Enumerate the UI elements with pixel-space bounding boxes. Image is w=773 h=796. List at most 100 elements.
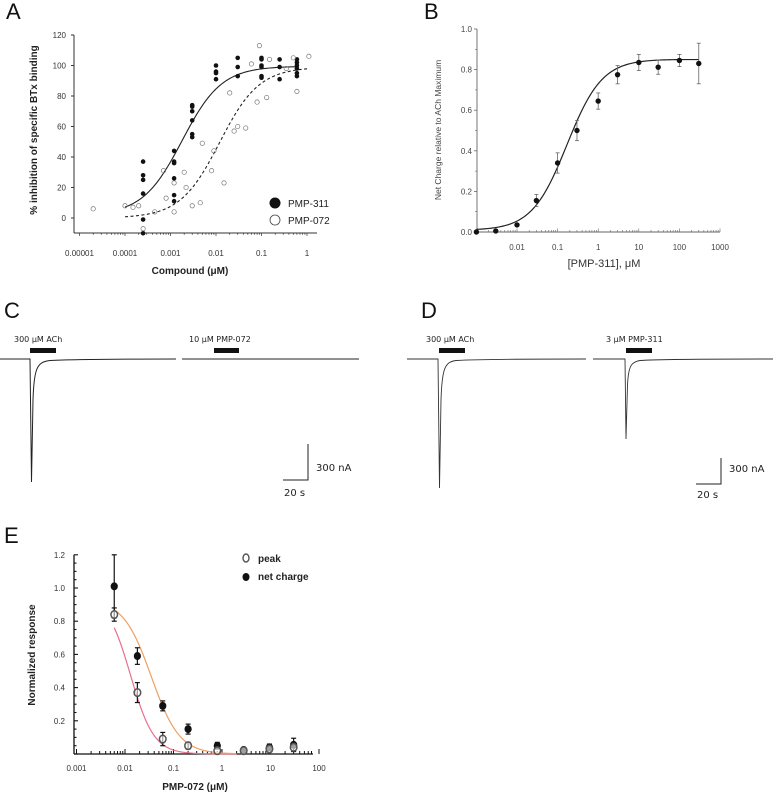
panel-a-point-pmp-311 (171, 176, 177, 181)
panel-a-point-pmp-072 (235, 123, 241, 130)
legend-marker-pmp-311 (269, 197, 281, 209)
panel-e-point-net-charge (159, 701, 167, 710)
panel-a-point-pmp-311 (213, 76, 219, 82)
panel-a-x-tick-label: 0.00001 (65, 249, 94, 258)
panel-letter-d: D (421, 298, 437, 323)
panel-a-y-tick-label: 0 (62, 214, 67, 223)
panel-a-point-pmp-311 (277, 64, 282, 70)
panel-a-point-pmp-072 (197, 200, 203, 206)
panel-e-y-tick-label: 0.6 (54, 650, 66, 659)
panel-b-x-tick-label: 100 (673, 243, 687, 252)
panel-e-point-peak (265, 744, 274, 754)
panel-a-chart: 0 20 40 60 80 100 120 0.00001 0.0001 0.001 0.01 0.1… (29, 31, 330, 277)
panel-c-drug2-label: 10 μM PMP-072 (189, 335, 251, 344)
panel-b-y-tick-label: 1.0 (461, 25, 473, 34)
panel-b-data-points (473, 42, 702, 235)
panel-d-drug1-label: 300 μM ACh (426, 335, 474, 344)
panel-e-point-peak (184, 741, 193, 751)
panel-a-point-pmp-072 (227, 90, 233, 96)
panel-e-axes: 0.2 0.4 0.6 0.8 1.0 1.2 0.001 0.01 0.1 1 10 100 (54, 551, 326, 773)
panel-d-drug2-application-bar (626, 348, 652, 353)
panel-a-point-pmp-072 (283, 66, 289, 72)
panel-b-x-tick-label: 0.01 (509, 243, 525, 252)
panel-e-y-tick-label: 1.0 (54, 584, 66, 593)
panel-a-point-pmp-311 (189, 108, 195, 114)
panel-a-point-pmp-072 (130, 204, 136, 210)
panel-a-point-pmp-311 (140, 177, 146, 183)
panel-b-point (636, 59, 642, 66)
panel-b-y-tick-label: 0.0 (461, 228, 473, 237)
panel-a-point-pmp-311 (259, 64, 264, 70)
panel-a-x-tick-label: 0.01 (208, 249, 224, 258)
panel-b-y-tick-label: 0.4 (461, 147, 473, 156)
panel-a-point-pmp-072 (199, 140, 205, 146)
panel-a-x-axis-label: Compound (μM) (152, 266, 229, 277)
panel-b-y-tick-label: 0.8 (461, 66, 473, 75)
panel-a-x-tick-label: 0.1 (256, 249, 268, 258)
panel-b-x-tick-label: 1 (596, 243, 601, 252)
panel-e-legend: peak net charge (242, 553, 309, 583)
panel-e-y-tick-label: 1.2 (54, 551, 66, 560)
panel-e-point-peak (289, 742, 298, 752)
panel-a-point-pmp-072 (248, 61, 254, 67)
panel-b-y-axis-label: Net Charge relative to ACh Maximum (433, 60, 443, 200)
panel-a-point-pmp-311 (277, 76, 282, 82)
panel-a-point-pmp-311 (213, 63, 219, 68)
panel-a-point-pmp-311 (235, 64, 241, 70)
legend-label-pmp-311: PMP-311 (288, 199, 329, 210)
panel-a-fit-pmp-311 (124, 66, 297, 208)
panel-e-chart: 0.2 0.4 0.6 0.8 1.0 1.2 0.001 0.01 0.1 1 10 100 PMP… (27, 551, 326, 793)
panel-a-y-axis-label: % inhibition of specific BTx binding (29, 45, 40, 214)
panel-e-point-peak (133, 688, 142, 698)
panel-a-point-pmp-072 (243, 125, 249, 131)
panel-b-point (696, 60, 702, 67)
panel-a-point-pmp-072 (264, 94, 270, 101)
panel-a-point-pmp-311 (259, 75, 264, 80)
panel-e-point-net-charge (184, 725, 192, 734)
panel-a-y-tick-label: 120 (53, 31, 67, 40)
panel-e-point-peak (158, 734, 167, 744)
panel-e-point-peak (213, 746, 222, 756)
panel-c-scale-current-label: 300 nA (316, 463, 352, 474)
panel-a-fit-pmp-072 (124, 68, 309, 218)
panel-e-x-tick-label: 1 (220, 764, 225, 773)
panel-b-point (614, 71, 621, 78)
panel-b-y-tick-label: 0.6 (461, 106, 473, 115)
panel-e-x-tick-label: 0.1 (168, 764, 180, 773)
panel-a-point-pmp-311 (294, 66, 300, 71)
panel-b-point (574, 127, 580, 134)
panel-c-drug1-label: 300 μM ACh (14, 335, 62, 344)
panel-b-y-tick-label: 0.2 (461, 187, 473, 196)
panel-a-point-pmp-072 (90, 206, 96, 212)
panel-b-point (595, 98, 601, 104)
panel-a-point-pmp-072 (254, 99, 260, 105)
legend-marker-net-charge (242, 573, 250, 581)
panel-a-point-pmp-311 (277, 57, 282, 62)
panel-e-point-peak (110, 610, 119, 620)
panel-letter-e: E (4, 523, 19, 548)
panel-a-point-pmp-072 (122, 203, 128, 209)
panel-d-ach-trace (407, 358, 587, 489)
panel-b-point (655, 64, 661, 70)
panel-b-axes: 0.0 0.2 0.4 0.6 0.8 1.0 0.01 0.1 1 10 100 1000 (461, 25, 730, 252)
panel-a-point-pmp-311 (171, 192, 177, 198)
panel-d-current-traces: 300 μM ACh 3 μM PMP-311 300 nA 20 s (407, 335, 773, 501)
panel-c-drug2-application-bar (214, 348, 239, 353)
panel-d-scale-bar (696, 458, 722, 485)
panel-e-y-tick-label: 0.2 (54, 717, 66, 726)
panel-a-point-pmp-311 (171, 160, 177, 166)
panel-a-y-tick-label: 80 (57, 92, 66, 101)
panel-a-point-pmp-072 (266, 56, 273, 62)
panel-e-point-net-charge (110, 582, 118, 591)
panel-a-y-tick-label: 40 (57, 153, 66, 162)
legend-label-peak: peak (258, 554, 281, 565)
panel-c-current-traces: 300 μM ACh 10 μM PMP-072 300 nA 20 s (0, 335, 359, 499)
panel-a-point-pmp-072 (306, 53, 312, 59)
panel-e-x-tick-label: 0.01 (117, 764, 133, 773)
panel-a-point-pmp-311 (140, 230, 146, 236)
panel-letter-a: A (6, 0, 21, 24)
panel-a-point-pmp-072 (294, 88, 300, 94)
panel-c-scale-bar (283, 444, 309, 481)
panel-letter-b: B (424, 0, 439, 24)
